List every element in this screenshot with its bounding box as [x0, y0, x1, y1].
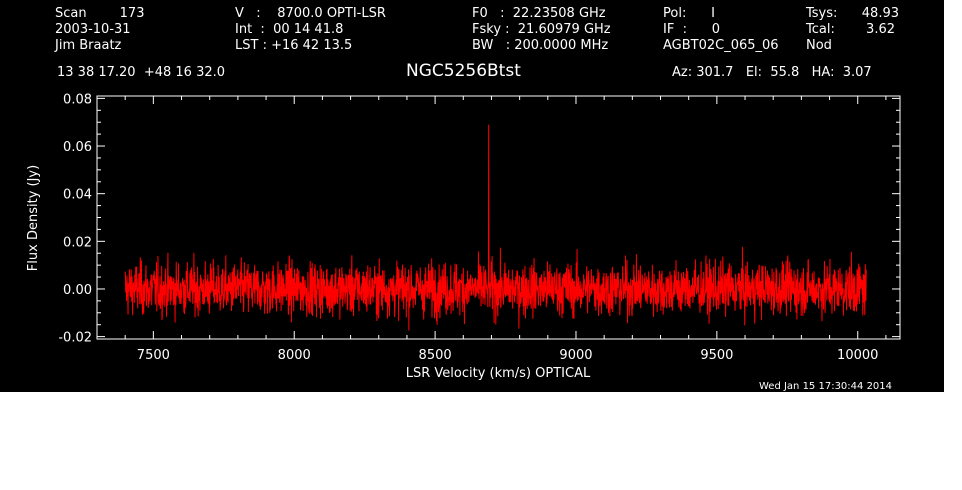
velocity-label: V : 8700.0 OPTI-LSR	[235, 6, 386, 21]
x-axis-label: LSR Velocity (km/s) OPTICAL	[406, 366, 591, 381]
observer-label: Jim Braatz	[55, 38, 122, 53]
plot-window: Scan 173 2003-10-31 Jim Braatz V : 8700.…	[0, 0, 944, 392]
integration-label: Int : 00 14 41.8	[235, 22, 344, 37]
y-axis-label: Flux Density (Jy)	[26, 165, 41, 271]
polarization-label: Pol: I	[663, 6, 715, 21]
y-tick-label: 0.02	[63, 235, 92, 250]
tsys-value: 48.93	[861, 6, 899, 21]
source-coordinates: 13 38 17.20 +48 16 32.0	[57, 65, 226, 80]
rest-freq-label: F0 : 22.23508 GHz	[472, 6, 606, 21]
y-tick-label: 0.06	[63, 140, 92, 155]
tcal-value: 3.62	[866, 22, 895, 37]
timestamp: Wed Jan 15 17:30:44 2014	[759, 381, 893, 392]
sky-freq-label: Fsky : 21.60979 GHz	[472, 22, 611, 37]
az-el-ha-readout: Az: 301.7 El: 55.8 HA: 3.07	[672, 65, 872, 80]
bandwidth-label: BW : 200.0000 MHz	[472, 38, 609, 53]
y-tick-label: 0.00	[63, 283, 92, 298]
spectrum-trace	[124, 124, 867, 331]
tsys-label: Tsys:	[806, 6, 838, 21]
project-label: AGBT02C_065_06	[663, 38, 779, 53]
y-tick-label: -0.02	[58, 331, 92, 346]
scan-label: Scan 173	[55, 6, 145, 21]
y-tick-label: 0.08	[63, 92, 92, 107]
switching-mode-label: Nod	[806, 38, 832, 53]
tcal-label: Tcal:	[806, 22, 835, 37]
date-label: 2003-10-31	[55, 22, 131, 37]
y-tick-label: 0.04	[63, 188, 92, 203]
spectrum-chart: 7500 8000 8500 9000 9500 10000 -0.02 0.00 0.02 0…	[26, 92, 901, 381]
if-label: IF : 0	[663, 22, 721, 37]
x-tick-label: 8000	[278, 348, 311, 363]
x-tick-label: 7500	[137, 348, 170, 363]
x-tick-label: 8500	[419, 348, 452, 363]
x-tick-label: 9500	[700, 348, 733, 363]
lst-label: LST : +16 42 13.5	[235, 38, 353, 53]
x-tick-label: 9000	[559, 348, 592, 363]
x-tick-label: 10000	[837, 348, 878, 363]
source-title: NGC5256Btst	[406, 61, 521, 81]
